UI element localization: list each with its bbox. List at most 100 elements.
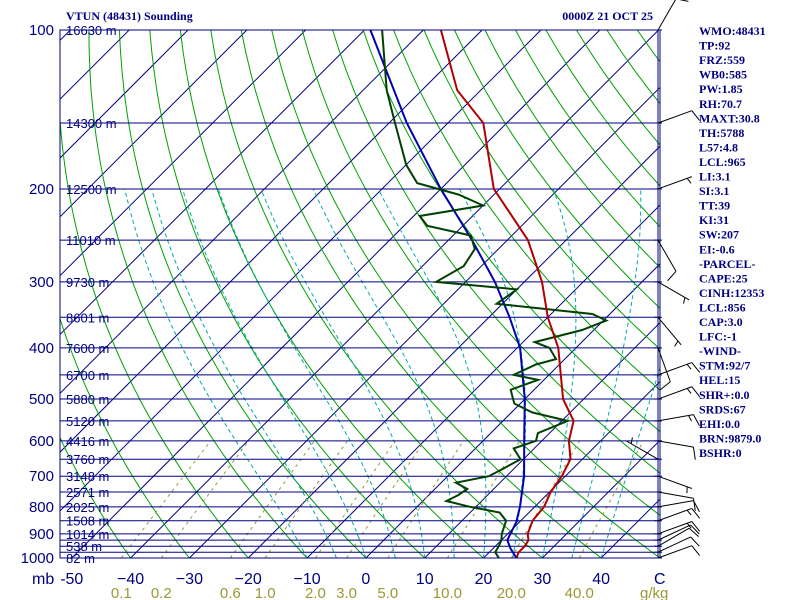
height-label: 14300 m (66, 116, 117, 131)
wind-barb (654, 362, 701, 376)
wind-barb (654, 386, 701, 400)
wind-barb (654, 414, 700, 427)
mixing-ratio-line (314, 440, 396, 558)
index-entry: WMO:48431 (699, 24, 766, 38)
dry-adiabat-line (88, 30, 308, 558)
wind-barb (654, 316, 682, 347)
dry-adiabat-line (179, 30, 485, 558)
index-entry: L57:4.8 (699, 140, 738, 154)
index-entry: -WIND- (699, 344, 741, 358)
index-entry: LCL:965 (699, 155, 746, 169)
pressure-tick-label: 800 (29, 499, 54, 516)
temperature-tick-label: -50 (60, 571, 83, 588)
height-label: 5880 m (66, 392, 109, 407)
temperature-tick-label: −30 (176, 571, 203, 588)
moist-adiabat-line (312, 188, 455, 558)
index-entry: SRDS:67 (699, 402, 746, 416)
index-entry: KI:31 (699, 213, 729, 227)
mixing-ratio-unit-label: g/kg (640, 585, 668, 600)
dry-adiabat-line (271, 30, 660, 558)
index-entry: STM:92/7 (699, 359, 750, 373)
temperature-tick-label: −40 (117, 571, 144, 588)
pressure-tick-label: 1000 (21, 550, 54, 567)
mixing-ratio-line (510, 440, 581, 558)
wind-barb (654, 110, 701, 124)
background-grid (0, 30, 660, 558)
index-entry: EI:-0.6 (699, 242, 735, 256)
pressure-tick-label: 400 (29, 340, 54, 357)
moist-adiabat-line (571, 188, 642, 558)
height-label: 2571 m (66, 485, 109, 500)
height-label: 82 m (66, 551, 95, 566)
sounding-time: 0000Z 21 OCT 25 (562, 9, 653, 23)
mixing-ratio-label: 20.0 (497, 585, 526, 600)
temperature-trace (439, 30, 575, 558)
isotherm-line (306, 204, 660, 558)
dry-adiabat-line (484, 30, 660, 269)
isotherm-line (483, 380, 660, 558)
index-entry: SI:3.1 (699, 184, 729, 198)
pressure-tick-label: 700 (29, 468, 54, 485)
wind-barb (654, 176, 692, 190)
mixing-ratio-line (264, 440, 348, 558)
height-label: 2025 m (66, 500, 109, 515)
temperature-tick-label: 0 (361, 571, 370, 588)
mixing-ratio-label: 0.1 (111, 585, 132, 600)
dry-adiabat-line (60, 112, 249, 558)
wind-barb (654, 536, 700, 553)
moist-adiabat-line (260, 188, 426, 558)
pressure-tick-label: 100 (29, 22, 54, 39)
index-entry: LCL:856 (699, 300, 746, 314)
height-label: 1508 m (66, 514, 109, 529)
index-entry: CINH:12353 (699, 286, 764, 300)
wind-barb-column (626, 0, 701, 559)
parcel-trace (369, 30, 526, 558)
height-label: 5120 m (66, 414, 109, 429)
dry-adiabat-line (332, 30, 660, 474)
index-entry: -PARCEL- (699, 257, 755, 271)
dry-adiabat-line (393, 30, 660, 391)
wind-barb (654, 491, 696, 511)
isotherm-line (60, 30, 424, 395)
height-label: 538 m (66, 539, 102, 554)
moist-adiabat-line (217, 188, 396, 558)
sounding-profiles (369, 30, 609, 558)
height-label: 3760 m (66, 452, 109, 467)
index-entry: BRN:9879.0 (699, 431, 761, 445)
index-entry: LI:3.1 (699, 170, 731, 184)
index-entry: SHR+:0.0 (699, 388, 750, 402)
pressure-tick-label: 600 (29, 433, 54, 450)
moist-adiabat-line (377, 188, 487, 558)
dry-adiabat-line (118, 30, 367, 558)
index-entry: LFC:-1 (699, 330, 737, 344)
pressure-tick-label: 200 (29, 181, 54, 198)
mixing-ratio-label: 5.0 (377, 585, 398, 600)
station-title: VTUN (48431) Sounding (66, 9, 193, 23)
index-entry: TT:39 (699, 199, 730, 213)
pressure-unit-label: mb (32, 571, 54, 588)
wind-barb (654, 507, 701, 522)
isotherm-line (60, 30, 248, 218)
wind-barb (626, 437, 662, 460)
wind-barb (654, 239, 677, 282)
isotherm-line (60, 30, 365, 336)
isotherm-line (365, 263, 660, 558)
height-label: 6700 m (66, 368, 109, 383)
height-label: 8601 m (66, 310, 109, 325)
index-entry: FRZ:559 (699, 53, 745, 67)
plot-frame (59, 29, 661, 559)
mixing-ratio-label: 0.6 (220, 585, 241, 600)
temperature-tick-label: 10 (416, 571, 434, 588)
isotherm-line (541, 439, 660, 558)
height-label: 1014 m (66, 527, 109, 542)
index-entry: PW:1.85 (699, 82, 743, 96)
height-label: 9730 m (66, 275, 109, 290)
index-entry: HEL:15 (699, 373, 740, 387)
isotherm-line (247, 145, 660, 558)
index-entry: BSHR:0 (699, 446, 742, 460)
isotherm-line (0, 30, 12, 558)
temperature-tick-label: 20 (475, 571, 493, 588)
mixing-ratio-label: 3.0 (336, 585, 357, 600)
pressure-tick-label: 900 (29, 526, 54, 543)
